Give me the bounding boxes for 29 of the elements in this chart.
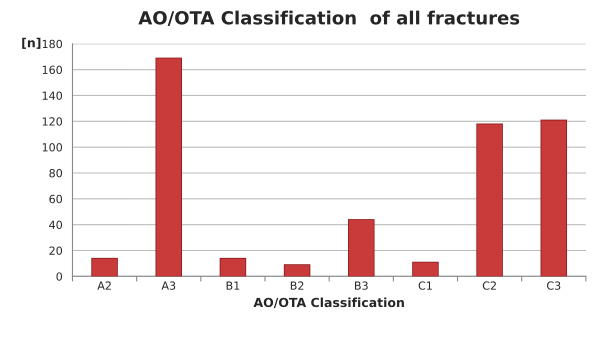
- x-axis-title: AO/OTA Classification: [254, 298, 404, 308]
- bar: [284, 264, 310, 276]
- bar: [348, 219, 375, 276]
- x-tick-label: C3: [547, 281, 560, 290]
- bar: [91, 258, 118, 276]
- y-tick-label: 40: [49, 220, 62, 230]
- x-tick-label: C2: [482, 281, 496, 290]
- y-tick-label: 140: [42, 91, 62, 100]
- y-tick-label: 20: [49, 246, 62, 255]
- y-tick-label: 120: [42, 117, 62, 126]
- x-tick-label: B2: [290, 281, 304, 290]
- y-axis-title: [n]: [22, 38, 40, 49]
- y-tick-label: 100: [42, 143, 62, 152]
- y-tick-label: 0: [56, 272, 62, 281]
- y-tick-label: 60: [49, 194, 62, 204]
- bar: [540, 120, 568, 276]
- x-tick-label: C1: [418, 281, 432, 290]
- bar: [476, 123, 503, 276]
- y-tick-label: 80: [49, 168, 62, 178]
- y-tick-label: 180: [42, 40, 62, 48]
- bar: [412, 262, 439, 276]
- chart-title: AO/OTA Classification of all fractures: [138, 10, 520, 26]
- bar: [220, 258, 246, 276]
- x-tick-label: B1: [226, 282, 240, 290]
- x-tick-label: A2: [97, 281, 111, 290]
- bar: [155, 58, 182, 276]
- y-tick-label: 160: [42, 66, 62, 74]
- x-tick-label: B3: [355, 281, 368, 290]
- x-tick-label: A3: [161, 281, 176, 290]
